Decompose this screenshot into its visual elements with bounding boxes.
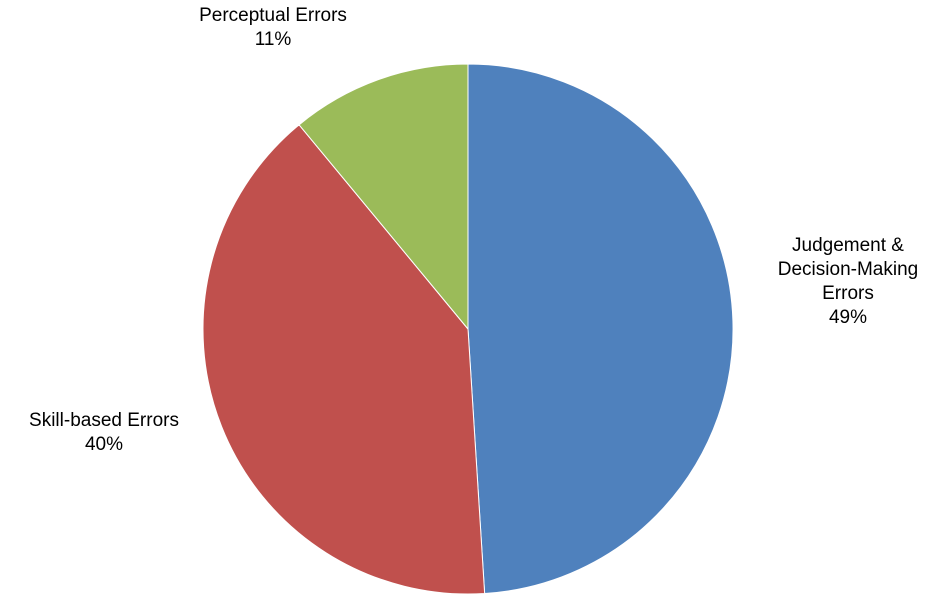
pie-slice-label-1: Judgement & Decision-Making Errors 49%	[778, 235, 918, 328]
pie-slice-category: Perceptual Errors	[199, 5, 347, 26]
pie-slice-2	[202, 124, 486, 595]
pie-slice-1	[467, 63, 734, 595]
pie-slice-label-3: Perceptual Errors 11%	[199, 5, 347, 50]
pie-slice-label-2: Skill-based Errors 40%	[29, 410, 179, 455]
pie-slice-category: Judgement &	[792, 235, 904, 256]
pie-labels: Judgement & Decision-Making Errors 49% Skill…	[29, 5, 918, 455]
pie-slice-category: Errors	[822, 283, 874, 304]
pie-slice-3	[298, 63, 469, 331]
pie-slice-percent: 49%	[829, 307, 867, 328]
pie-slice-percent: 40%	[85, 434, 123, 455]
pie-slice-category: Decision-Making	[778, 259, 918, 280]
pie-slice-category: Skill-based Errors	[29, 410, 179, 431]
pie-slices	[202, 63, 734, 595]
pie-slice-percent: 11%	[255, 29, 292, 50]
